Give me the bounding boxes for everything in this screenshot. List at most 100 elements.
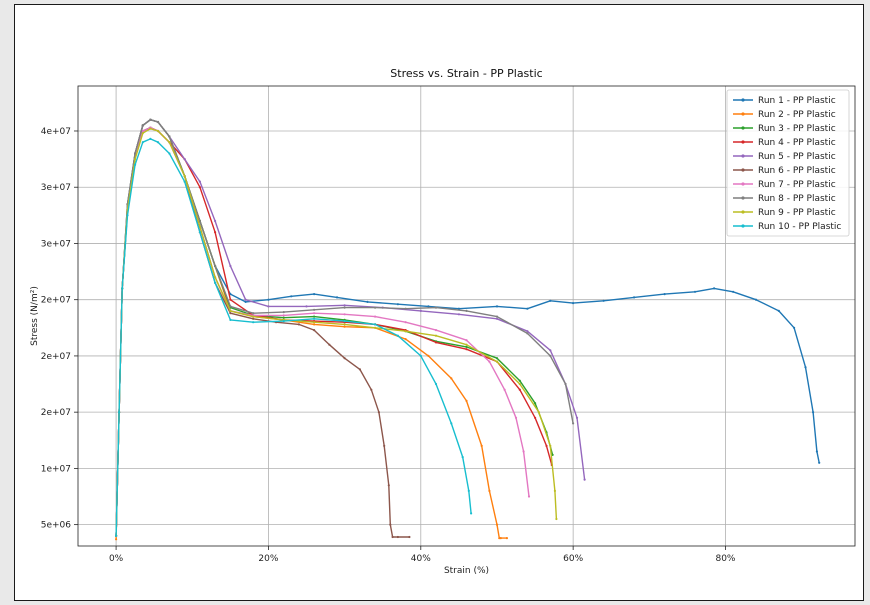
series-lines [115,118,821,541]
data-point [427,354,430,357]
data-point [457,307,460,310]
data-point [583,478,586,481]
y-tick-label: 2e+07 [41,296,71,306]
data-point [198,225,201,228]
data-point [267,305,270,308]
data-point [313,312,316,315]
series-line [115,118,574,536]
data-point [374,306,377,309]
data-point [480,444,483,447]
legend-entry: Run 7 - PP Plastic [733,180,836,190]
data-point [434,341,438,344]
data-point [434,329,438,332]
data-point [305,305,308,308]
data-point [374,323,377,326]
data-point [313,321,316,324]
gridlines [78,86,855,546]
legend-entry: Run 10 - PP Plastic [733,222,841,232]
data-point [168,152,171,155]
y-axis-ticks: 5e+06 1e+07 2e+07 2e+07 2e+07 3e+07 3e+07 4e+07 [41,127,78,531]
data-point [214,276,217,279]
legend-marker [741,154,745,158]
legend-label: Run 1 - PP Plastic [758,96,836,106]
data-point [282,314,285,317]
data-point [282,316,285,319]
chart-title: Stress vs. Strain - PP Plastic [390,67,542,80]
data-point [545,444,548,447]
data-point [313,308,316,311]
data-point [812,411,815,414]
data-point [343,325,346,328]
data-point [252,317,255,320]
data-point [244,298,247,301]
data-point [214,264,217,268]
data-point [183,180,186,183]
data-point [149,137,152,140]
data-point [343,304,346,307]
data-point [555,517,558,521]
legend-marker [741,210,745,214]
data-point [551,453,554,456]
data-point [518,388,521,391]
data-point [518,382,521,386]
data-point [404,321,407,324]
data-point [198,180,201,183]
data-point [389,523,392,526]
data-point [495,523,499,526]
data-point [793,326,796,329]
data-point [404,307,407,310]
legend-entry: Run 2 - PP Plastic [733,110,836,120]
x-tick-label: 60% [563,554,583,564]
legend-label: Run 6 - PP Plastic [758,166,836,176]
legend-label: Run 3 - PP Plastic [758,124,836,134]
data-point [141,124,144,127]
legend-marker [741,182,745,186]
x-axis-ticks: 0% 20% 40% 60% 80% [109,546,736,564]
data-point [495,315,499,318]
data-point [663,293,666,296]
data-point [214,281,217,284]
data-point [503,388,506,391]
legend-label: Run 10 - PP Plastic [758,222,841,232]
data-point [818,461,821,464]
data-point [499,537,502,540]
data-point [343,323,346,326]
data-point [358,368,361,371]
y-tick-label: 2e+07 [41,352,71,362]
data-point [396,303,399,306]
data-point [297,323,300,326]
data-point [229,298,232,301]
legend-label: Run 9 - PP Plastic [758,208,836,218]
data-point [537,411,541,414]
data-point [313,293,316,296]
data-point [427,305,430,308]
data-point [229,305,232,308]
data-point [383,444,386,447]
data-point [777,309,780,312]
legend-box [726,89,850,237]
data-point [141,129,144,133]
y-tick-label: 1e+07 [41,464,71,474]
legend-label: Run 2 - PP Plastic [758,110,836,120]
data-point [732,290,735,293]
data-point [495,305,499,308]
data-point [229,309,232,312]
legend-entry: Run 8 - PP Plastic [733,194,836,204]
data-point [754,298,758,301]
data-point [198,186,201,189]
data-point [633,296,636,299]
data-point [457,313,460,316]
data-point [465,343,468,346]
data-point [267,298,270,301]
data-point [564,382,567,386]
data-point [534,402,537,405]
data-point [156,129,160,133]
data-point [214,219,217,223]
data-point [526,330,529,333]
legend-marker [741,196,745,200]
data-point [198,219,201,223]
data-point [387,484,390,487]
data-point [214,231,217,234]
data-point [244,300,247,303]
plot-border [77,85,856,547]
